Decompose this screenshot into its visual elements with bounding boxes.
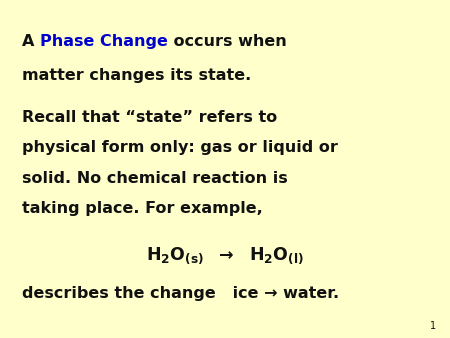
Text: occurs when: occurs when (168, 34, 287, 49)
Text: taking place. For example,: taking place. For example, (22, 201, 263, 216)
Text: solid. No chemical reaction is: solid. No chemical reaction is (22, 171, 288, 186)
Text: $\mathbf{H_2O}$$\mathbf{_{(s)}}$  $\mathbf{\rightarrow}$  $\mathbf{H_2O}$$\mathb: $\mathbf{H_2O}$$\mathbf{_{(s)}}$ $\mathb… (146, 245, 304, 266)
Text: matter changes its state.: matter changes its state. (22, 68, 252, 82)
Text: physical form only: gas or liquid or: physical form only: gas or liquid or (22, 140, 338, 155)
Text: Phase Change: Phase Change (40, 34, 168, 49)
Text: describes the change   ice → water.: describes the change ice → water. (22, 286, 340, 300)
Text: 1: 1 (430, 321, 436, 331)
Text: A: A (22, 34, 40, 49)
Text: Recall that “state” refers to: Recall that “state” refers to (22, 110, 278, 125)
